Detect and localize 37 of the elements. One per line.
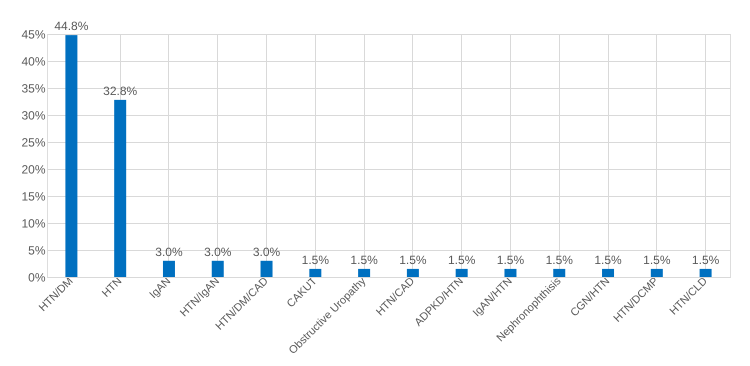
bar [456, 268, 468, 277]
data-label: 1.5% [448, 252, 476, 267]
y-tick-label: 35% [21, 82, 46, 96]
y-tick-label: 20% [21, 162, 46, 176]
bar [309, 268, 322, 277]
data-label: 1.5% [692, 252, 720, 267]
bar [358, 268, 370, 277]
bar [553, 268, 566, 277]
data-label: 1.5% [546, 252, 574, 267]
y-tick-label: 45% [21, 28, 46, 42]
data-label: 1.5% [302, 252, 330, 267]
data-label: 1.5% [496, 252, 524, 267]
data-label: 1.5% [594, 252, 622, 267]
y-tick-label: 30% [21, 108, 46, 122]
bar [65, 35, 78, 277]
bar [406, 268, 419, 277]
bar [212, 260, 224, 277]
bar [650, 268, 663, 277]
data-label: 3.0% [155, 244, 183, 259]
bar [114, 100, 126, 277]
data-label: 3.0% [204, 244, 232, 259]
bar [700, 268, 712, 277]
bar [162, 260, 175, 277]
y-tick-label: 15% [21, 190, 46, 204]
data-label: 1.5% [643, 252, 671, 267]
y-tick-label: 40% [21, 54, 46, 68]
bar [260, 260, 273, 277]
data-label: 32.8% [103, 84, 138, 98]
data-label: 1.5% [350, 252, 378, 267]
data-label: 44.8% [54, 19, 89, 34]
bar [602, 268, 614, 277]
y-tick-label: 25% [21, 136, 46, 150]
y-tick-label: 10% [21, 216, 46, 230]
bar [504, 268, 516, 277]
y-tick-label: 5% [28, 244, 46, 258]
data-label: 1.5% [399, 252, 427, 267]
data-label: 3.0% [252, 244, 281, 259]
